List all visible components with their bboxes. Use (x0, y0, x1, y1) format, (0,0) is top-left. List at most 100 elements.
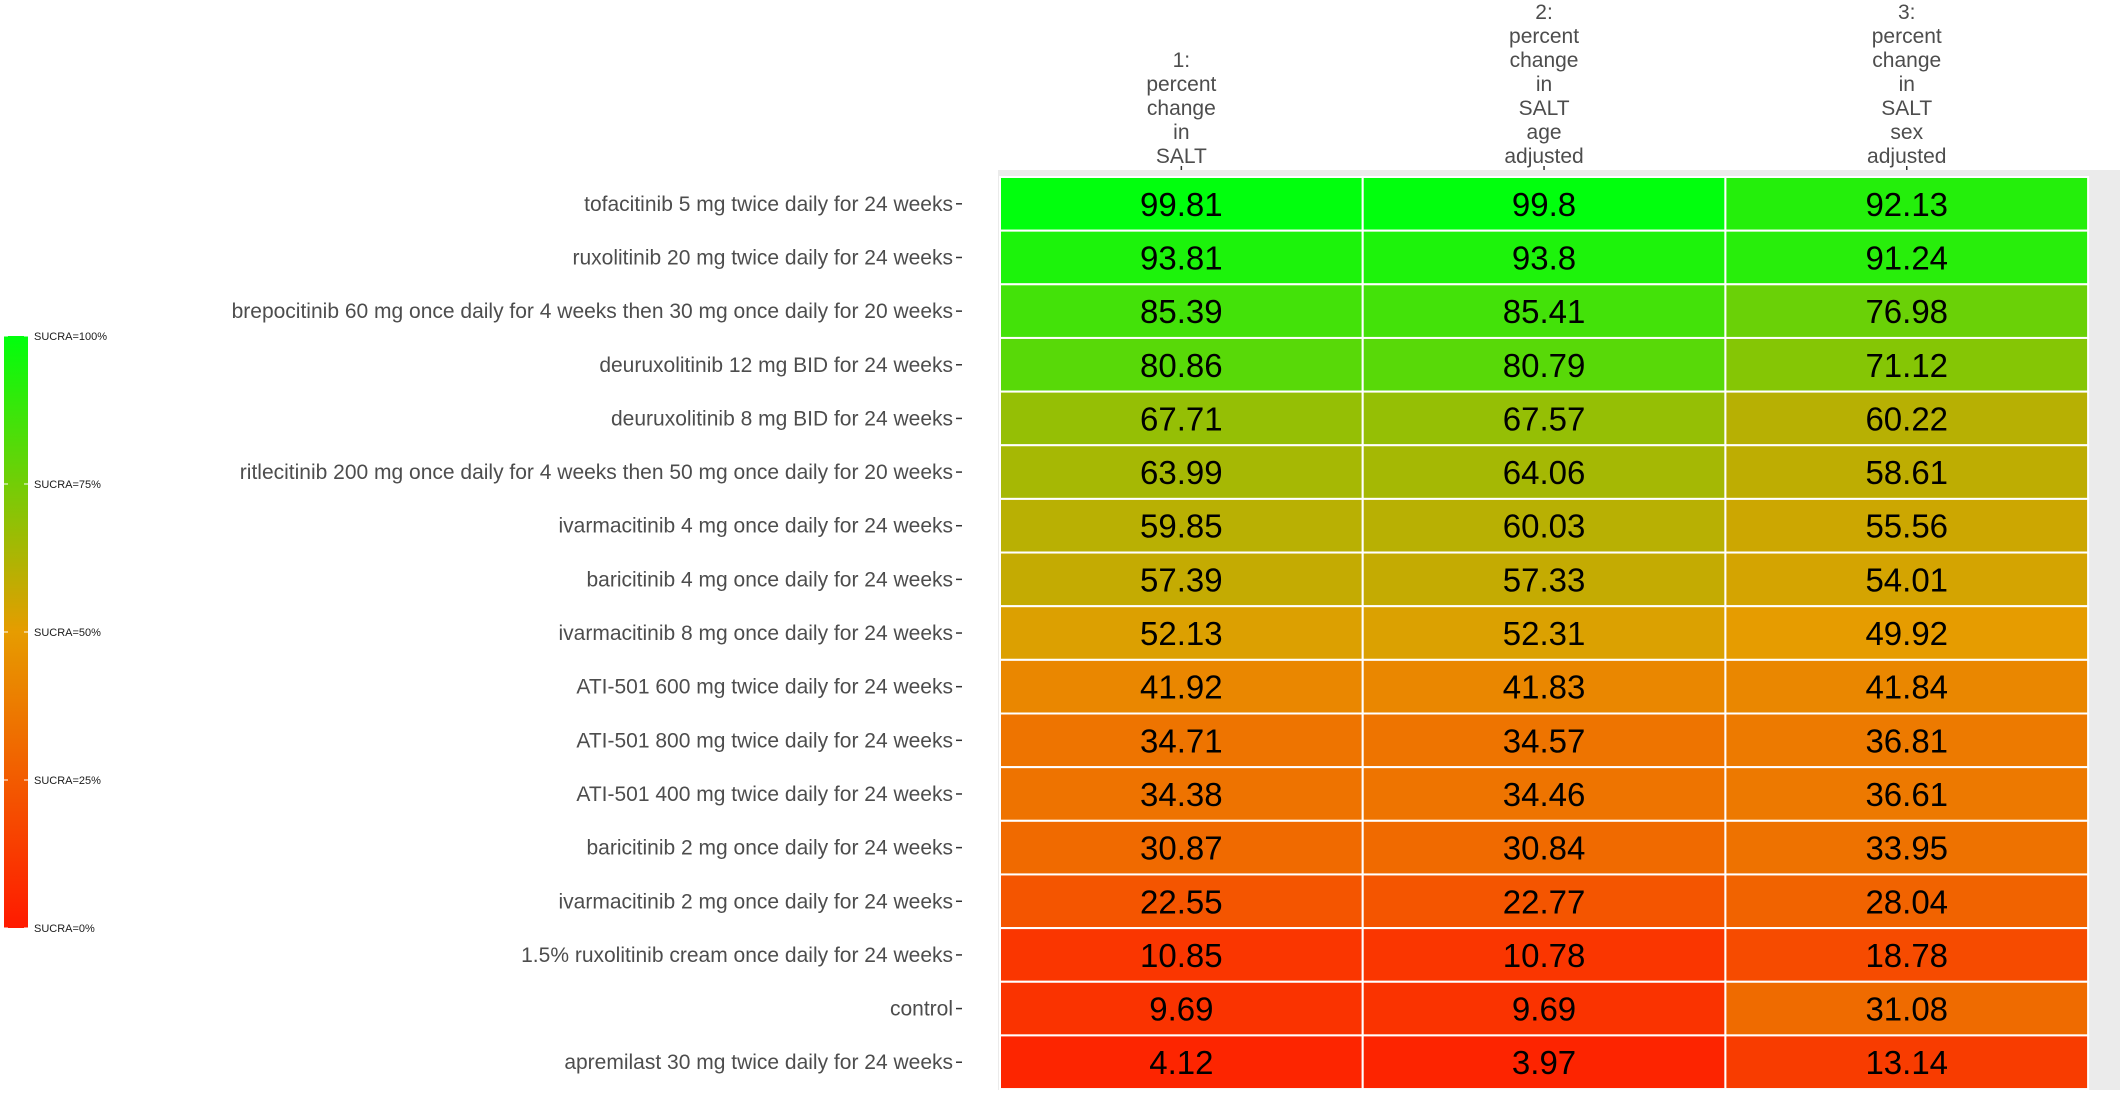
cell-value-label: 36.61 (1865, 776, 1948, 813)
heatmap-cell (999, 336, 1364, 393)
heatmap-cell (1361, 283, 1727, 339)
heatmap-cell (999, 497, 1364, 554)
cell-value-label: 4.12 (1149, 1044, 1213, 1081)
column-header-line: percent (1872, 25, 1942, 48)
heatmap-cell (1361, 980, 1727, 1037)
cell-value-label: 99.8 (1512, 186, 1576, 223)
column-header-line: SALT (1156, 145, 1207, 168)
heatmap-cell (1361, 551, 1727, 608)
column-header-line: SALT (1519, 97, 1570, 120)
cell-value-label: 30.87 (1140, 830, 1223, 867)
cell-value-label: 41.84 (1865, 669, 1948, 706)
legend-label: SUCRA=75% (34, 479, 101, 491)
cell-value-label: 57.39 (1140, 561, 1223, 598)
cell-value-label: 60.22 (1865, 400, 1948, 437)
cell-value-label: 34.71 (1140, 722, 1223, 759)
column-header-line: change (1147, 97, 1216, 120)
row-label: deuruxolitinib 12 mg BID for 24 weeks (599, 354, 953, 377)
heatmap-cell (1724, 927, 2090, 983)
heatmap-cell (1361, 819, 1727, 876)
cell-value-label: 80.86 (1140, 347, 1223, 384)
heatmap-cell (1724, 444, 2090, 500)
row-label: control (890, 998, 953, 1021)
column-header-line: 1: (1173, 49, 1191, 72)
cell-value-label: 91.24 (1865, 239, 1948, 276)
cell-value-label: 92.13 (1865, 186, 1948, 223)
cell-value-label: 22.55 (1140, 883, 1223, 920)
cell-value-label: 67.57 (1503, 400, 1586, 437)
heatmap-cell (1724, 551, 2090, 608)
cell-value-label: 85.41 (1503, 293, 1586, 330)
cell-value-label: 34.46 (1503, 776, 1586, 813)
heatmap-cell (1724, 658, 2090, 715)
column-header-line: in (1173, 121, 1189, 144)
column-header-line: percent (1146, 73, 1216, 96)
column-header-line: 3: (1898, 1, 1916, 24)
cell-value-label: 10.78 (1503, 937, 1586, 974)
heatmap-cell (999, 766, 1364, 822)
cell-value-label: 52.31 (1503, 615, 1586, 652)
cell-value-label: 22.77 (1503, 883, 1586, 920)
column-header-line: adjusted (1504, 145, 1583, 168)
cell-value-label: 33.95 (1865, 830, 1948, 867)
cell-value-label: 63.99 (1140, 454, 1223, 491)
column-header-line: adjusted (1867, 145, 1946, 168)
cell-value-label: 36.81 (1865, 722, 1948, 759)
row-label: baricitinib 4 mg once daily for 24 weeks (586, 568, 953, 591)
cell-value-label: 9.69 (1512, 991, 1576, 1028)
row-label: ATI-501 600 mg twice daily for 24 weeks (576, 676, 953, 699)
cell-value-label: 34.38 (1140, 776, 1223, 813)
heatmap-cell (999, 873, 1364, 930)
cell-value-label: 54.01 (1865, 561, 1948, 598)
cell-value-label: 31.08 (1865, 991, 1948, 1028)
row-label: ruxolitinib 20 mg twice daily for 24 wee… (572, 246, 953, 269)
heatmap-cell (999, 1034, 1364, 1091)
row-label: ivarmacitinib 2 mg once daily for 24 wee… (558, 890, 953, 913)
heatmap-cell (1724, 176, 2090, 232)
heatmap-cell (1724, 980, 2090, 1037)
column-header-line: percent (1509, 25, 1579, 48)
cell-value-label: 80.79 (1503, 347, 1586, 384)
column-header-line: 2: (1535, 1, 1553, 24)
column-header-line: change (1872, 49, 1941, 72)
column-header-line: SALT (1881, 97, 1932, 120)
cell-value-label: 52.13 (1140, 615, 1223, 652)
column-header-line: in (1536, 73, 1552, 96)
row-label: apremilast 30 mg twice daily for 24 week… (564, 1051, 953, 1074)
column-header-line: age (1527, 121, 1562, 144)
heatmap-cell (1724, 390, 2090, 447)
heatmap-cell (1361, 712, 1727, 769)
heatmap-cell (1724, 766, 2090, 822)
cell-value-label: 71.12 (1865, 347, 1948, 384)
heatmap-cell (999, 283, 1364, 339)
heatmap-cell (999, 712, 1364, 769)
row-label: tofacitinib 5 mg twice daily for 24 week… (584, 193, 953, 216)
heatmap-cell (1361, 390, 1727, 447)
column-header-line: in (1899, 73, 1915, 96)
heatmap-cells: 99.81 99.8 92.13 93.81 93.8 91.24 85.39 85.41 76… (999, 176, 2090, 1091)
heatmap-cell (999, 551, 1364, 608)
heatmap-cell (1724, 283, 2090, 339)
cell-value-label: 13.14 (1865, 1044, 1948, 1081)
sucra-legend: SUCRA=100% SUCRA=75% SUCRA=50% SUCRA=25% SUC… (4, 331, 107, 935)
cell-value-label: 67.71 (1140, 400, 1223, 437)
cell-value-label: 93.81 (1140, 239, 1223, 276)
heatmap-cell (1361, 1034, 1727, 1091)
cell-value-label: 34.57 (1503, 722, 1586, 759)
cell-value-label: 49.92 (1865, 615, 1948, 652)
heatmap-cell (999, 980, 1364, 1037)
row-label: ivarmacitinib 8 mg once daily for 24 wee… (558, 622, 953, 645)
cell-value-label: 57.33 (1503, 561, 1586, 598)
heatmap-cell (1724, 229, 2090, 286)
legend-label: SUCRA=100% (34, 331, 107, 343)
row-label: 1.5% ruxolitinib cream once daily for 24… (521, 944, 953, 967)
cell-value-label: 85.39 (1140, 293, 1223, 330)
cell-value-label: 55.56 (1865, 508, 1948, 545)
cell-value-label: 18.78 (1865, 937, 1948, 974)
cell-value-label: 76.98 (1865, 293, 1948, 330)
row-label: ATI-501 800 mg twice daily for 24 weeks (576, 729, 953, 752)
heatmap-cell (1724, 605, 2090, 661)
cell-value-label: 41.92 (1140, 669, 1223, 706)
cell-value-label: 9.69 (1149, 991, 1213, 1028)
row-label: brepocitinib 60 mg once daily for 4 week… (232, 300, 953, 323)
